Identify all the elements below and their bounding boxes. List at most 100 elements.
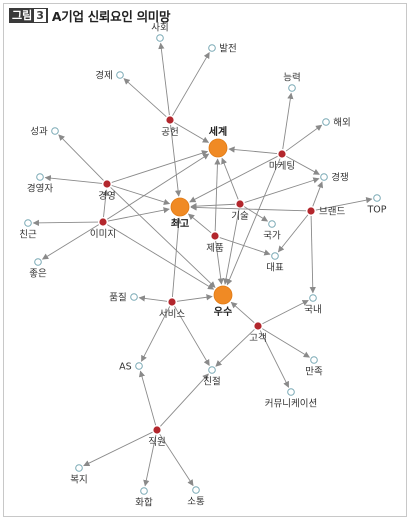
node-marker <box>166 116 174 124</box>
node-label: TOP <box>366 204 386 215</box>
node-gyeongyeongja: 경영자 <box>27 174 53 195</box>
node-marker <box>374 195 381 202</box>
node-label: 경영자 <box>27 182 53 194</box>
node-marker <box>171 198 189 216</box>
node-label: 직원 <box>148 437 165 448</box>
edge-jepum-choego <box>188 214 211 233</box>
edge-marketing-neungnyeok <box>283 93 291 149</box>
node-marker <box>168 298 176 306</box>
node-marker <box>153 426 161 434</box>
node-marker <box>288 389 295 396</box>
node-label: 경제 <box>95 70 112 82</box>
node-marker <box>269 221 276 228</box>
node-marker <box>321 174 328 181</box>
edge-brand-guknae <box>311 216 313 293</box>
edge-brand-gyeongjaeng <box>313 182 322 206</box>
node-label: 성과 <box>30 127 48 138</box>
node-choego: 최고 <box>171 198 189 230</box>
node-baljeon: 발전 <box>209 44 237 55</box>
node-label: 소통 <box>187 496 205 507</box>
node-manjok: 만족 <box>305 357 323 378</box>
node-haeoe: 해외 <box>323 117 351 129</box>
node-marker <box>52 128 59 135</box>
edge-imiji-usu <box>107 225 213 290</box>
edge-gongheon-baljeon <box>173 53 210 116</box>
node-label: 커뮤니케이션 <box>265 398 317 409</box>
node-marker <box>289 85 296 92</box>
node-label: 사회 <box>151 23 168 34</box>
node-marker <box>136 363 143 370</box>
node-gongheon: 공헌 <box>161 116 178 138</box>
node-jepum: 제품 <box>206 232 224 254</box>
node-marker <box>35 259 42 266</box>
node-marker <box>323 119 330 126</box>
node-label: 해외 <box>333 117 350 129</box>
edge-gogaek-usu <box>231 302 254 322</box>
node-label: 친절 <box>203 375 220 387</box>
node-brand: 브랜드 <box>307 207 345 218</box>
node-marker <box>157 35 164 42</box>
node-label: 제품 <box>206 243 224 254</box>
node-pumjil: 품질 <box>109 292 137 304</box>
edge-service-pumjil <box>139 298 167 302</box>
edge-gisul-segye <box>222 158 238 199</box>
edge-gogaek-manjok <box>262 329 309 358</box>
node-gogaek: 고객 <box>249 322 266 344</box>
node-gisul: 기술 <box>231 200 249 222</box>
node-label: AS <box>119 362 132 373</box>
node-label: 마케팅 <box>269 161 295 172</box>
edge-gyeongyeong-gyeongyeongja <box>45 178 102 184</box>
node-sotong: 소통 <box>187 487 205 508</box>
node-marker <box>99 218 107 226</box>
node-label: 경영 <box>98 190 115 202</box>
node-label: 국가 <box>263 230 281 241</box>
node-jigwon: 직원 <box>148 426 165 448</box>
node-marker <box>76 465 83 472</box>
edge-imiji-segye <box>107 154 209 219</box>
edge-gyeongyeong-choego <box>112 186 170 204</box>
node-label: 능력 <box>283 72 300 84</box>
edge-service-usu <box>177 296 212 301</box>
edge-gongheon-gyeongje <box>124 79 166 117</box>
node-marker <box>193 487 200 494</box>
edge-gogaek-guknae <box>262 300 308 323</box>
edge-imiji-chingeun <box>33 222 98 223</box>
node-seonggwa: 성과 <box>30 127 58 138</box>
edge-layer <box>33 43 372 486</box>
node-label: 발전 <box>219 44 236 55</box>
node-usu: 우수 <box>214 286 232 318</box>
node-service: 서비스 <box>159 298 185 320</box>
node-gyeongjaeng: 경쟁 <box>321 172 349 184</box>
node-marker <box>141 488 148 495</box>
node-label: 세계 <box>209 125 227 138</box>
node-label: 이미지 <box>90 229 116 240</box>
node-label: 복지 <box>70 474 87 485</box>
node-daepyo: 대표 <box>266 253 284 274</box>
edge-gongheon-segye <box>174 123 208 143</box>
node-label: 대표 <box>266 262 284 273</box>
node-marker <box>272 253 279 260</box>
node-marker <box>117 72 124 79</box>
node-neungnyeok: 능력 <box>283 72 300 92</box>
node-label: 국내 <box>304 304 321 315</box>
node-marker <box>254 322 262 330</box>
edge-gisul-gyeongjaeng <box>245 179 319 203</box>
node-marker <box>131 294 138 301</box>
node-marker <box>209 45 216 52</box>
edge-gisul-choego <box>191 204 235 206</box>
node-imiji: 이미지 <box>90 218 116 240</box>
node-marker <box>236 200 244 208</box>
node-sehoe: 사회 <box>151 23 168 42</box>
edge-gyeongyeong-seonggwa <box>59 135 104 181</box>
node-label: 친근 <box>19 229 37 240</box>
node-label: 서비스 <box>159 309 185 320</box>
node-label: 화합 <box>135 497 153 508</box>
node-label: 좋은 <box>29 268 47 279</box>
node-label: 기술 <box>231 211 249 222</box>
node-label: 우수 <box>214 306 232 318</box>
node-marker <box>209 367 216 374</box>
edge-imiji-choego <box>108 209 169 221</box>
node-joeun: 좋은 <box>29 259 47 280</box>
